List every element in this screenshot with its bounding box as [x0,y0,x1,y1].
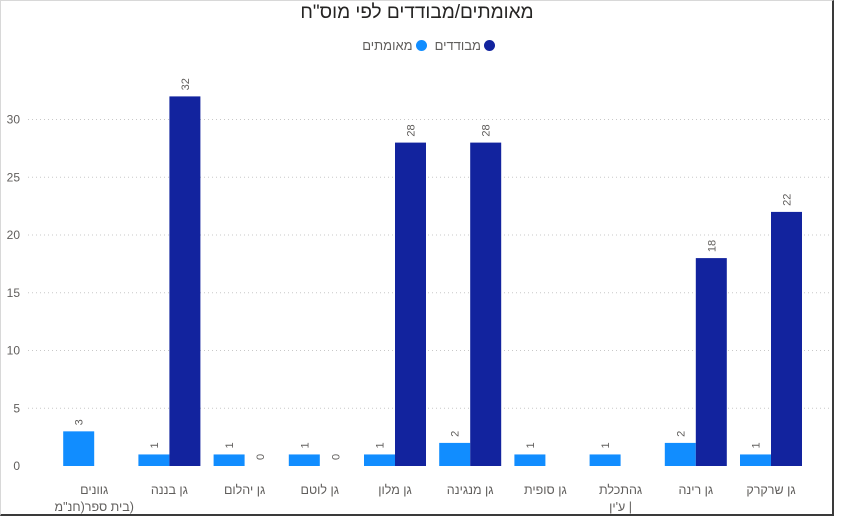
data-label: 22 [782,194,794,206]
legend-marker-confirmed [415,39,427,51]
bar [439,442,471,466]
bar [514,454,546,466]
bar [169,96,201,467]
y-tick-label: 0 [13,459,20,473]
legend-label-confirmed: מאומתים [362,37,413,53]
data-label: 28 [481,124,493,136]
legend-label-isolated: מבודדים [434,37,481,53]
data-label: 1 [751,442,763,448]
data-label: 1 [299,442,311,448]
data-label: 1 [600,442,612,448]
data-label: 32 [180,78,192,90]
bar [138,454,170,466]
x-category-label: גן מנגינה [447,483,494,497]
x-category-label: גהתכלת [599,483,642,497]
data-label: 1 [149,442,161,448]
x-category-label: גוונים [80,483,108,497]
data-label: 2 [450,431,462,437]
bar [664,442,696,466]
data-label: 0 [330,454,342,460]
x-category-label: גן מלון [378,483,412,497]
bar [740,454,771,466]
data-label: 2 [675,431,687,437]
x-category-label: גן סופית [524,483,567,497]
legend-marker-isolated [484,39,495,51]
data-label: 0 [255,454,267,460]
bar [771,211,802,466]
bar [288,454,320,466]
chart-frame [0,0,834,516]
x-category-label: (בית ספר(חנ"מ [54,500,133,514]
y-tick-label: 30 [7,113,21,127]
bar [213,454,245,466]
bar [695,258,727,466]
bar [470,142,502,466]
y-tick-label: 20 [7,228,21,242]
data-label: 1 [224,442,236,448]
y-tick-label: 5 [13,401,20,415]
data-label: 1 [525,442,537,448]
x-category-label: גן בננה [151,483,188,497]
data-label: 28 [406,124,418,136]
x-category-label: גן רינה [678,483,713,497]
bar [63,431,95,466]
bar [395,142,426,466]
x-category-label: גן שרקרק [746,483,795,497]
x-category-label: | ע'ין [609,500,632,514]
y-tick-label: 10 [7,344,21,358]
data-label: 1 [375,442,387,448]
data-label: 18 [706,240,718,252]
window-edge [837,0,851,518]
chart-legend[interactable]: מבודדים מאומתים [345,35,495,55]
bar [364,454,395,466]
chart-title: מאומתים/מבודדים לפי מוס"ח [300,2,534,23]
bar [589,454,621,466]
legend-item-isolated[interactable]: מבודדים [435,38,495,53]
y-tick-label: 25 [7,170,21,184]
data-label: 3 [74,419,86,425]
legend-item-confirmed[interactable]: מאומתים [362,37,427,53]
x-category-label: גן לוטם [301,483,340,497]
x-category-label: גן יהלום [224,483,265,497]
y-tick-label: 15 [7,286,21,300]
